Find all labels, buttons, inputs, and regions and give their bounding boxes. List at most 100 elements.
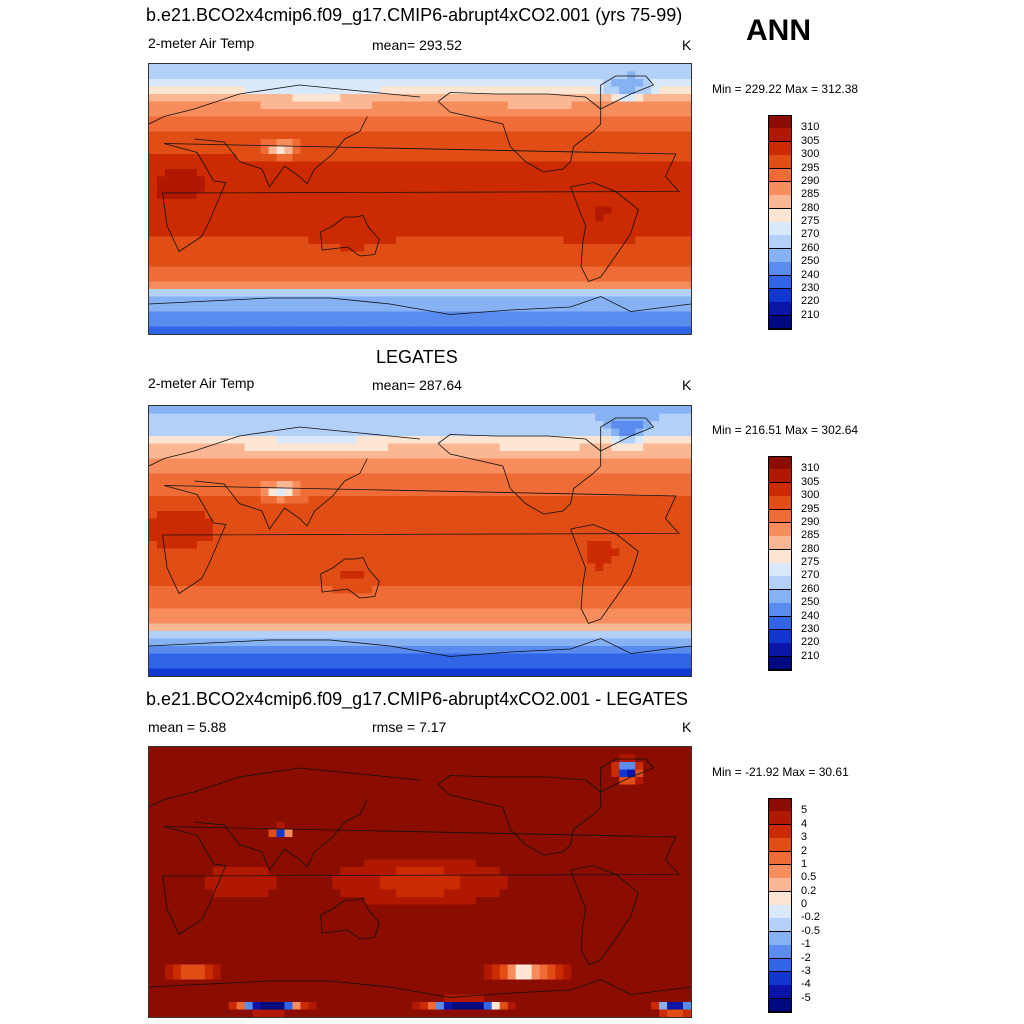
panel2-map-cell	[228, 548, 238, 557]
panel2-map-cell	[228, 443, 238, 452]
panel1-map-cell	[563, 191, 573, 200]
panel2-map-cell	[667, 436, 676, 445]
panel1-map-cell	[555, 79, 565, 88]
panel1-map-cell	[396, 64, 405, 73]
panel2-map-cell	[523, 556, 533, 565]
panel1-map-cell	[420, 79, 429, 88]
panel1-map-cell	[164, 236, 174, 245]
panel1-map-cell	[475, 79, 485, 88]
panel2-map-cell	[404, 473, 413, 482]
panel2-map-cell	[188, 436, 198, 445]
panel2-map-cell	[316, 653, 325, 662]
panel1-map-cell	[364, 146, 373, 155]
panel2-map-cell	[475, 481, 485, 490]
panel2-map-cell	[252, 466, 262, 475]
panel2-map-cell	[356, 526, 365, 535]
panel1-map-cell	[531, 161, 541, 170]
panel2-map-cell	[627, 421, 636, 430]
panel1-map-cell	[364, 101, 373, 110]
panel1-map-cell	[619, 131, 628, 140]
panel1-map-cell	[244, 289, 254, 298]
panel1-map-cell	[244, 281, 254, 290]
panel1-map-cell	[603, 266, 612, 275]
panel2-map-cell	[603, 586, 612, 595]
panel2-map-cell	[635, 443, 644, 452]
panel1-map-cell	[204, 236, 214, 245]
panel1-map-cell	[667, 296, 676, 305]
panel2-map-cell	[356, 496, 365, 505]
panel2-map-cell	[443, 646, 453, 655]
panel2-map-cell	[260, 421, 270, 430]
panel2-map-cell	[443, 661, 453, 670]
panel1-map-cell	[659, 176, 668, 185]
panel1-map-cell	[595, 86, 604, 95]
panel2-map-cell	[204, 563, 214, 572]
panel2-map-cell	[459, 406, 469, 415]
panel1-map-cell	[483, 281, 493, 290]
panel2-map-cell	[531, 473, 541, 482]
panel1-map-cell	[276, 131, 286, 140]
panel1-map-cell	[595, 131, 604, 140]
panel2-map-cell	[595, 563, 604, 572]
panel2-map-cell	[260, 548, 270, 557]
panel2-map-cell	[268, 563, 278, 572]
panel1-map-cell	[563, 244, 573, 253]
panel1-map-cell	[396, 161, 405, 170]
panel2-map-cell	[523, 428, 533, 437]
panel2-map-cell	[244, 481, 254, 490]
panel2-map-cell	[236, 593, 246, 602]
panel1-map-cell	[675, 199, 684, 208]
panel1-map-cell	[643, 199, 652, 208]
panel2-map-cell	[675, 608, 684, 617]
panel2-map-cell	[244, 668, 254, 676]
panel2-map-cell	[635, 586, 644, 595]
panel1-map-cell	[499, 139, 509, 148]
panel2-map-cell	[412, 406, 421, 415]
panel2-map-cell	[435, 623, 445, 632]
panel1-map-cell	[252, 259, 262, 268]
panel1-map-cell	[467, 296, 477, 305]
panel2-map-cell	[547, 668, 557, 676]
panel2-map-cell	[515, 518, 525, 527]
panel1-map-cell	[427, 64, 437, 73]
panel2-map-cell	[459, 443, 469, 452]
panel2-map-cell	[635, 436, 644, 445]
panel2-map-cell	[149, 638, 158, 647]
panel2-map-cell	[292, 526, 302, 535]
panel2-map-cell	[164, 458, 174, 467]
panel1-map-cell	[324, 259, 333, 268]
panel1-map-cell	[276, 236, 286, 245]
panel1-map-cell	[539, 266, 549, 275]
panel1-map-cell	[667, 326, 676, 334]
panel2-map-cell	[204, 631, 214, 640]
panel2-map-cell	[332, 533, 341, 542]
panel2-map-cell	[531, 646, 541, 655]
panel1-map-cell	[284, 116, 294, 125]
panel2-map-cell	[603, 533, 612, 542]
panel1-map-cell	[204, 289, 214, 298]
panel1-map-cell	[308, 311, 317, 320]
panel2-map-cell	[443, 653, 453, 662]
panel1-map-cell	[236, 131, 246, 140]
panel2-map-cell	[627, 563, 636, 572]
panel1-map-cell	[659, 214, 668, 223]
panel1-map-cell	[459, 326, 469, 334]
panel2-map-cell	[635, 511, 644, 520]
panel2-map-cell	[332, 451, 341, 460]
panel2-map-cell	[651, 511, 660, 520]
panel2-map-cell	[204, 653, 214, 662]
panel2-map-cell	[380, 518, 389, 527]
panel2-map-cell	[675, 578, 684, 587]
panel1-map-cell	[228, 244, 238, 253]
panel2-map-cell	[164, 563, 174, 572]
panel2-map-cell	[451, 616, 461, 625]
panel1-map-cell	[156, 259, 166, 268]
panel2-map-cell	[675, 646, 684, 655]
panel1-map-cell	[252, 146, 262, 155]
panel1-map-cell	[324, 109, 333, 118]
panel1-map-cell	[156, 229, 166, 238]
panel2-map-cell	[435, 593, 445, 602]
panel2-map-cell	[316, 481, 325, 490]
panel2-map-cell	[364, 503, 373, 512]
panel1-map-cell	[659, 259, 668, 268]
